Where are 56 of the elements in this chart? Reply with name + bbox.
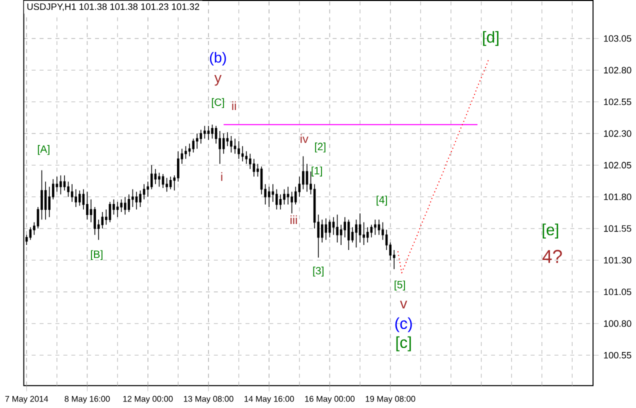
- candlestick: [86, 191, 88, 220]
- y-tick-label: 101.30: [604, 257, 632, 264]
- annotation: ii: [232, 101, 236, 110]
- candlestick: [207, 126, 210, 140]
- candlestick: [135, 191, 138, 210]
- candlestick: [169, 176, 172, 190]
- x-tick-label: 14 May 16:00: [244, 396, 294, 404]
- y-tick-label: 103.05: [604, 35, 632, 42]
- candlestick: [268, 186, 270, 208]
- annotation: iii: [290, 215, 297, 224]
- annotation: [A]: [38, 145, 50, 155]
- candlestick: [162, 174, 164, 188]
- y-tick-label: 100.55: [604, 352, 632, 359]
- x-tick-label: 19 May 08:00: [366, 396, 416, 404]
- candlestick: [211, 124, 214, 140]
- candlestick: [196, 133, 198, 150]
- x-tick-label: 7 May 2014: [5, 396, 48, 404]
- chart-title: USDJPY,H1 101.38 101.38 101.23 101.32: [27, 3, 200, 12]
- annotation: i: [221, 172, 222, 181]
- annotation: [3]: [313, 266, 324, 277]
- candlestick: [348, 219, 350, 251]
- x-tick-label: 16 May 00:00: [305, 396, 355, 404]
- candlestick: [78, 190, 81, 206]
- annotation: [C]: [212, 98, 224, 108]
- x-tick-label: 13 May 08:00: [184, 396, 234, 404]
- y-tick-label: 102.55: [604, 98, 632, 106]
- annotation: [5]: [394, 280, 405, 291]
- candlestick: [200, 129, 202, 144]
- annotation: y: [214, 75, 222, 86]
- annotation: [d]: [483, 31, 498, 46]
- x-tick-label: 8 May 16:00: [64, 396, 110, 404]
- x-tick-label: 12 May 00:00: [123, 396, 173, 404]
- candlestick: [116, 202, 119, 218]
- y-tick-label: 100.80: [604, 320, 632, 327]
- annotation: (b): [210, 52, 226, 66]
- y-tick-label: 102.80: [604, 66, 632, 74]
- annotation: [e]: [542, 224, 558, 239]
- y-tick-label: 101.55: [604, 225, 632, 232]
- candlestick: [124, 196, 126, 216]
- annotation: [c]: [396, 336, 411, 352]
- y-tick-label: 101.80: [604, 194, 632, 200]
- candlestick: [328, 219, 331, 238]
- annotation: (c): [395, 318, 412, 332]
- candlestick: [230, 136, 232, 153]
- y-tick-label: 102.05: [604, 162, 632, 169]
- candlestick: [120, 199, 122, 213]
- annotation: iv: [300, 134, 308, 143]
- annotation: 4?: [542, 250, 562, 263]
- annotation: [B]: [90, 250, 102, 260]
- annotation: [2]: [315, 142, 326, 152]
- y-tick-label: 101.05: [604, 288, 632, 296]
- annotation: [4]: [376, 196, 387, 206]
- annotation: [1]: [312, 166, 322, 177]
- y-tick-label: 102.30: [604, 130, 632, 137]
- candlestick: [324, 218, 328, 240]
- annotation: v: [400, 300, 408, 308]
